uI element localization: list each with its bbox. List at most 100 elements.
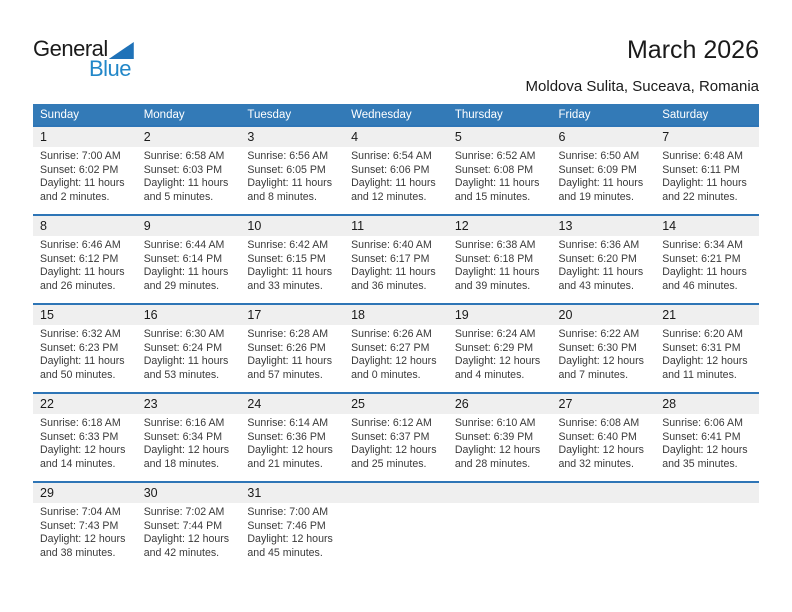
sunrise-text: Sunrise: 6:32 AM	[40, 328, 121, 340]
sunset-text: Sunset: 6:34 PM	[143, 430, 223, 443]
daylight-text: and 35 minutes.	[662, 457, 738, 470]
daylight-text: and 2 minutes.	[40, 190, 110, 203]
weekday-header-sunday: Sunday	[33, 104, 137, 126]
daylight-text: Daylight: 11 hours	[351, 177, 436, 189]
day-number-strip: 20	[551, 305, 656, 325]
daylight-text: Daylight: 12 hours	[143, 444, 230, 456]
day-cell: 6 Sunrise: 6:50 AM Sunset: 6:09 PM Daylight…	[551, 125, 656, 215]
sunrise-text: Sunrise: 6:30 AM	[143, 328, 225, 340]
day-cell: 24 Sunrise: 6:14 AM Sunset: 6:36 PM Dayligh…	[240, 392, 345, 482]
weekday-header-tuesday: Tuesday	[240, 104, 345, 126]
sunrise-text: Sunrise: 6:56 AM	[247, 150, 329, 162]
day-cell: 5 Sunrise: 6:52 AM Sunset: 6:08 PM Daylight…	[447, 125, 552, 215]
day-number: 15	[40, 308, 54, 322]
sunset-text: Sunset: 6:31 PM	[662, 341, 741, 354]
daylight-text: and 4 minutes.	[454, 368, 525, 381]
day-number-strip: 10	[240, 216, 345, 236]
day-number-strip: 14	[655, 216, 759, 236]
week-row: 8 Sunrise: 6:46 AM Sunset: 6:12 PM Daylight…	[33, 214, 759, 304]
day-number: 28	[662, 397, 677, 411]
day-number: 5	[454, 130, 462, 144]
sunset-text: Sunset: 6:05 PM	[247, 163, 326, 176]
day-number: 17	[247, 308, 262, 322]
sunset-text: Sunset: 7:43 PM	[40, 519, 119, 532]
sunrise-text: Sunrise: 7:00 AM	[247, 506, 329, 518]
sunrise-text: Sunrise: 6:38 AM	[454, 239, 536, 251]
daylight-text: and 50 minutes.	[40, 368, 116, 381]
day-number-strip: 2	[136, 127, 241, 147]
day-cell: 3 Sunrise: 6:56 AM Sunset: 6:05 PM Daylight…	[240, 125, 345, 215]
weekday-header-wednesday: Wednesday	[344, 104, 448, 126]
daylight-text: and 32 minutes.	[558, 457, 634, 470]
daylight-text: Daylight: 11 hours	[558, 266, 644, 278]
weekday-header-row: Sunday Monday Tuesday Wednesday Thursday Frid…	[33, 104, 759, 126]
daylight-text: Daylight: 12 hours	[558, 355, 644, 367]
day-number-strip: 19	[447, 305, 552, 325]
day-cell: 7 Sunrise: 6:48 AM Sunset: 6:11 PM Daylight…	[655, 125, 759, 215]
calendar-table: Sunday Monday Tuesday Wednesday Thursday Frid…	[33, 104, 759, 571]
daylight-text: Daylight: 11 hours	[247, 177, 333, 189]
day-details	[344, 503, 448, 506]
daylight-text: and 33 minutes.	[247, 279, 323, 292]
day-number: 3	[247, 130, 255, 144]
day-number-strip: 4	[344, 127, 448, 147]
sunrise-text: Sunrise: 6:54 AM	[351, 150, 432, 162]
day-number-strip: 18	[344, 305, 448, 325]
sunset-text: Sunset: 6:02 PM	[40, 163, 119, 176]
sunset-text: Sunset: 6:18 PM	[454, 252, 534, 265]
daylight-text: and 15 minutes.	[454, 190, 531, 203]
day-number-strip	[655, 483, 759, 503]
daylight-text: and 0 minutes.	[351, 368, 421, 381]
daylight-text: Daylight: 11 hours	[143, 177, 229, 189]
day-details: Sunrise: 6:34 AM Sunset: 6:21 PM Daylight:…	[655, 236, 759, 293]
day-number-strip: 13	[551, 216, 656, 236]
day-details	[655, 503, 759, 506]
day-cell: 9 Sunrise: 6:44 AM Sunset: 6:14 PM Daylight…	[136, 214, 241, 304]
sunset-text: Sunset: 6:08 PM	[454, 163, 534, 176]
day-number: 9	[143, 219, 151, 233]
day-number: 11	[351, 219, 365, 233]
daylight-text: and 39 minutes.	[454, 279, 531, 292]
daylight-text: and 26 minutes.	[40, 279, 116, 292]
sunset-text: Sunset: 6:40 PM	[558, 430, 637, 443]
daylight-text: and 45 minutes.	[247, 546, 323, 559]
daylight-text: Daylight: 12 hours	[454, 444, 541, 456]
day-details	[552, 503, 656, 506]
day-number-strip: 3	[240, 127, 345, 147]
day-number-strip: 31	[240, 483, 345, 503]
day-cell: 22 Sunrise: 6:18 AM Sunset: 6:33 PM Dayligh…	[33, 392, 137, 482]
day-number-strip: 5	[447, 127, 552, 147]
day-details: Sunrise: 6:26 AM Sunset: 6:27 PM Daylight:…	[344, 325, 448, 382]
day-number: 12	[454, 219, 469, 233]
day-details: Sunrise: 6:38 AM Sunset: 6:18 PM Daylight:…	[448, 236, 552, 293]
weekday-header-monday: Monday	[136, 104, 241, 126]
daylight-text: Daylight: 12 hours	[454, 355, 541, 367]
weekday-header-saturday: Saturday	[655, 104, 759, 126]
day-cell: 31 Sunrise: 7:00 AM Sunset: 7:46 PM Dayligh…	[240, 481, 345, 571]
day-cell: 25 Sunrise: 6:12 AM Sunset: 6:37 PM Dayligh…	[344, 392, 448, 482]
sunset-text: Sunset: 6:03 PM	[143, 163, 223, 176]
day-details	[448, 503, 552, 506]
sunrise-text: Sunrise: 6:20 AM	[662, 328, 743, 340]
sunrise-text: Sunrise: 6:08 AM	[558, 417, 640, 429]
daylight-text: and 25 minutes.	[351, 457, 427, 470]
daylight-text: and 43 minutes.	[558, 279, 634, 292]
day-cell: 19 Sunrise: 6:24 AM Sunset: 6:29 PM Dayligh…	[447, 303, 552, 393]
sunset-text: Sunset: 6:37 PM	[351, 430, 430, 443]
day-number-strip: 22	[33, 394, 137, 414]
daylight-text: and 21 minutes.	[247, 457, 323, 470]
empty-day-cell	[551, 481, 656, 571]
day-number-strip: 24	[240, 394, 345, 414]
day-number-strip: 1	[33, 127, 137, 147]
day-number-strip: 16	[136, 305, 241, 325]
daylight-text: Daylight: 12 hours	[662, 444, 748, 456]
sunset-text: Sunset: 6:15 PM	[247, 252, 326, 265]
sunrise-text: Sunrise: 6:36 AM	[558, 239, 640, 251]
daylight-text: Daylight: 12 hours	[247, 533, 333, 545]
sunset-text: Sunset: 6:11 PM	[662, 163, 740, 176]
day-number: 24	[247, 397, 262, 411]
sunset-text: Sunset: 7:46 PM	[247, 519, 326, 532]
daylight-text: and 46 minutes.	[662, 279, 738, 292]
week-row: 22 Sunrise: 6:18 AM Sunset: 6:33 PM Dayligh…	[33, 392, 759, 482]
week-row: 15 Sunrise: 6:32 AM Sunset: 6:23 PM Dayligh…	[33, 303, 759, 393]
